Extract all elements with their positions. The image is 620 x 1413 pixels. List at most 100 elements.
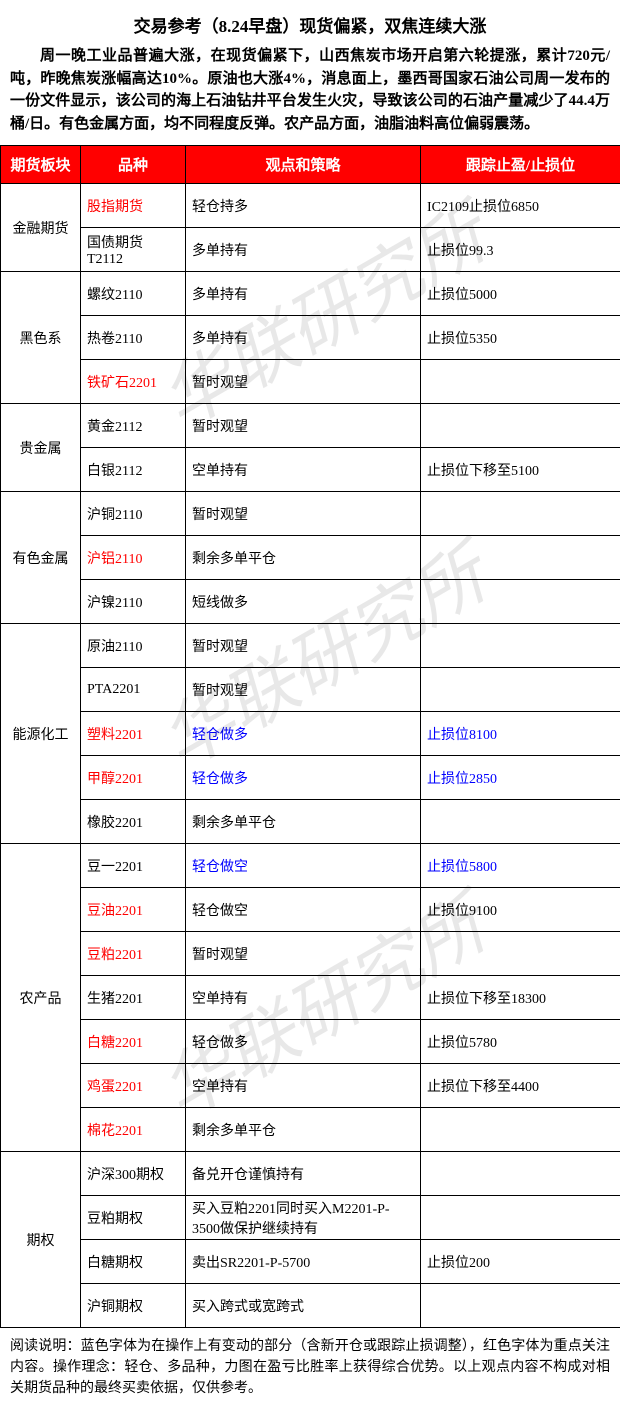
sector-cell: 有色金属 <box>1 492 81 624</box>
product-cell: 白糖期权 <box>81 1240 186 1284</box>
product-cell: 橡胶2201 <box>81 800 186 844</box>
product-cell: 豆粕期权 <box>81 1196 186 1240</box>
stop-cell: 止损位8100 <box>421 712 620 756</box>
table-row: 农产品豆一2201轻仓做空止损位5800 <box>1 844 620 888</box>
product-cell: 白糖2201 <box>81 1020 186 1064</box>
table-row: 白银2112空单持有止损位下移至5100 <box>1 448 620 492</box>
view-cell: 短线做多 <box>186 580 421 624</box>
view-cell: 轻仓做多 <box>186 756 421 800</box>
header-view: 观点和策略 <box>186 146 421 184</box>
table-row: 沪铜期权买入跨式或宽跨式 <box>1 1284 620 1328</box>
report-footer: 阅读说明：蓝色字体为在操作上有变动的部分（含新开仓或跟踪止损调整），红色字体为重… <box>0 1328 620 1413</box>
product-cell: 塑料2201 <box>81 712 186 756</box>
stop-cell: 止损位2850 <box>421 756 620 800</box>
product-cell: 鸡蛋2201 <box>81 1064 186 1108</box>
report-intro: 周一晚工业品普遍大涨，在现货偏紧下，山西焦炭市场开启第六轮提涨，累计720元/吨… <box>0 45 620 145</box>
table-header-row: 期货板块 品种 观点和策略 跟踪止盈/止损位 <box>1 146 620 184</box>
table-row: 黑色系螺纹2110多单持有止损位5000 <box>1 272 620 316</box>
view-cell: 剩余多单平仓 <box>186 1108 421 1152</box>
product-cell: 螺纹2110 <box>81 272 186 316</box>
table-row: 棉花2201剩余多单平仓 <box>1 1108 620 1152</box>
sector-cell: 黑色系 <box>1 272 81 404</box>
product-cell: 股指期货 <box>81 184 186 228</box>
table-row: 金融期货股指期货轻仓持多IC2109止损位6850 <box>1 184 620 228</box>
stop-cell: 止损位9100 <box>421 888 620 932</box>
view-cell: 剩余多单平仓 <box>186 536 421 580</box>
stop-cell: 止损位下移至4400 <box>421 1064 620 1108</box>
sector-cell: 贵金属 <box>1 404 81 492</box>
table-row: 豆油2201轻仓做空止损位9100 <box>1 888 620 932</box>
view-cell: 轻仓持多 <box>186 184 421 228</box>
table-row: 铁矿石2201暂时观望 <box>1 360 620 404</box>
stop-cell <box>421 536 620 580</box>
view-cell: 暂时观望 <box>186 624 421 668</box>
table-row: 沪铝2110剩余多单平仓 <box>1 536 620 580</box>
sector-cell: 农产品 <box>1 844 81 1152</box>
header-stop: 跟踪止盈/止损位 <box>421 146 620 184</box>
stop-cell <box>421 800 620 844</box>
product-cell: 生猪2201 <box>81 976 186 1020</box>
sector-cell: 金融期货 <box>1 184 81 272</box>
view-cell: 买入跨式或宽跨式 <box>186 1284 421 1328</box>
table-row: 塑料2201轻仓做多止损位8100 <box>1 712 620 756</box>
stop-cell <box>421 932 620 976</box>
view-cell: 剩余多单平仓 <box>186 800 421 844</box>
view-cell: 暂时观望 <box>186 492 421 536</box>
table-row: 期权沪深300期权备兑开仓谨慎持有 <box>1 1152 620 1196</box>
view-cell: 多单持有 <box>186 272 421 316</box>
view-cell: 卖出SR2201-P-5700 <box>186 1240 421 1284</box>
futures-table: 期货板块 品种 观点和策略 跟踪止盈/止损位 金融期货股指期货轻仓持多IC210… <box>0 145 620 1328</box>
view-cell: 轻仓做空 <box>186 844 421 888</box>
table-row: 贵金属黄金2112暂时观望 <box>1 404 620 448</box>
stop-cell <box>421 404 620 448</box>
stop-cell <box>421 1152 620 1196</box>
header-sector: 期货板块 <box>1 146 81 184</box>
stop-cell <box>421 624 620 668</box>
stop-cell: 止损位下移至5100 <box>421 448 620 492</box>
view-cell: 备兑开仓谨慎持有 <box>186 1152 421 1196</box>
product-cell: 沪深300期权 <box>81 1152 186 1196</box>
table-row: PTA2201暂时观望 <box>1 668 620 712</box>
table-row: 沪镍2110短线做多 <box>1 580 620 624</box>
product-cell: 国债期货T2112 <box>81 228 186 272</box>
stop-cell <box>421 1108 620 1152</box>
product-cell: PTA2201 <box>81 668 186 712</box>
product-cell: 豆油2201 <box>81 888 186 932</box>
stop-cell: 止损位5800 <box>421 844 620 888</box>
report-title: 交易参考（8.24早盘）现货偏紧，双焦连续大涨 <box>0 0 620 45</box>
product-cell: 豆粕2201 <box>81 932 186 976</box>
table-row: 豆粕2201暂时观望 <box>1 932 620 976</box>
view-cell: 轻仓做多 <box>186 1020 421 1064</box>
view-cell: 买入豆粕2201同时买入M2201-P-3500做保护继续持有 <box>186 1196 421 1240</box>
table-row: 热卷2110多单持有止损位5350 <box>1 316 620 360</box>
header-product: 品种 <box>81 146 186 184</box>
stop-cell <box>421 492 620 536</box>
product-cell: 沪镍2110 <box>81 580 186 624</box>
product-cell: 原油2110 <box>81 624 186 668</box>
product-cell: 豆一2201 <box>81 844 186 888</box>
stop-cell: 止损位99.3 <box>421 228 620 272</box>
product-cell: 热卷2110 <box>81 316 186 360</box>
table-row: 白糖2201轻仓做多止损位5780 <box>1 1020 620 1064</box>
view-cell: 空单持有 <box>186 448 421 492</box>
table-row: 鸡蛋2201空单持有止损位下移至4400 <box>1 1064 620 1108</box>
table-row: 有色金属沪铜2110暂时观望 <box>1 492 620 536</box>
view-cell: 空单持有 <box>186 976 421 1020</box>
product-cell: 沪铜2110 <box>81 492 186 536</box>
product-cell: 白银2112 <box>81 448 186 492</box>
view-cell: 暂时观望 <box>186 668 421 712</box>
table-row: 橡胶2201剩余多单平仓 <box>1 800 620 844</box>
product-cell: 沪铜期权 <box>81 1284 186 1328</box>
product-cell: 沪铝2110 <box>81 536 186 580</box>
sector-cell: 期权 <box>1 1152 81 1328</box>
table-row: 白糖期权卖出SR2201-P-5700止损位200 <box>1 1240 620 1284</box>
table-row: 国债期货T2112多单持有止损位99.3 <box>1 228 620 272</box>
view-cell: 空单持有 <box>186 1064 421 1108</box>
sector-cell: 能源化工 <box>1 624 81 844</box>
table-row: 豆粕期权买入豆粕2201同时买入M2201-P-3500做保护继续持有 <box>1 1196 620 1240</box>
stop-cell: 止损位5000 <box>421 272 620 316</box>
table-row: 甲醇2201轻仓做多止损位2850 <box>1 756 620 800</box>
product-cell: 棉花2201 <box>81 1108 186 1152</box>
stop-cell <box>421 668 620 712</box>
table-row: 能源化工原油2110暂时观望 <box>1 624 620 668</box>
